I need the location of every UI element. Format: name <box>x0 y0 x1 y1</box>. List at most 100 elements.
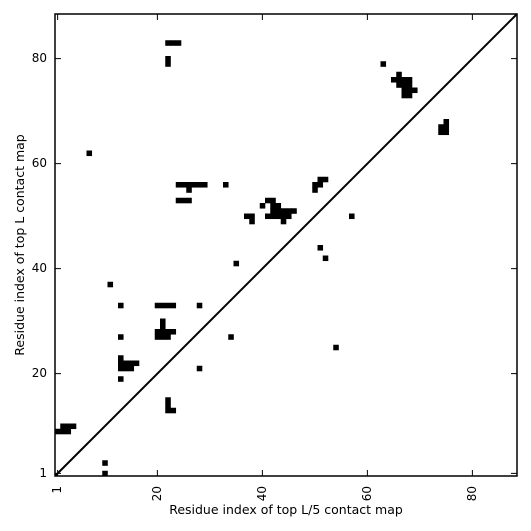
contact-cell <box>280 213 287 220</box>
contact-cell <box>280 208 287 214</box>
x-tick-label: 80 <box>465 486 479 501</box>
contact-cell <box>186 187 192 193</box>
y-tick-label: 1 <box>39 466 47 480</box>
contact-cell <box>322 255 329 262</box>
contact-cell <box>406 77 413 83</box>
contact-cell <box>406 82 413 88</box>
contact-cell <box>160 323 166 330</box>
contact-cell <box>317 182 324 188</box>
contact-cell <box>317 245 324 251</box>
contact-cell <box>312 187 318 193</box>
contact-cell <box>249 218 255 225</box>
contact-cell <box>165 334 171 340</box>
plot-frame <box>54 13 518 477</box>
contact-cell <box>133 360 140 367</box>
contact-cell <box>249 213 255 220</box>
contact-cell <box>443 129 450 136</box>
contact-cell <box>322 176 329 183</box>
x-tick-label: 60 <box>360 486 374 501</box>
contact-cell <box>275 208 282 214</box>
contact-cell <box>443 119 450 125</box>
y-tick-label: 80 <box>32 51 47 65</box>
contact-cell <box>160 329 166 335</box>
contact-cell <box>86 150 93 157</box>
contact-cell <box>186 182 192 188</box>
y-tick-label: 60 <box>32 156 47 170</box>
contact-cell <box>401 87 408 94</box>
contact-cell <box>223 182 229 188</box>
contact-cell <box>280 218 287 225</box>
contact-cell <box>154 334 161 340</box>
contact-cell <box>228 334 234 340</box>
contact-cell <box>170 40 177 46</box>
contact-cell <box>196 365 203 372</box>
contact-cell <box>396 77 402 83</box>
contact-cell <box>118 376 124 382</box>
contact-cell <box>181 182 187 188</box>
contact-cells <box>55 40 450 477</box>
contact-cell <box>65 428 72 435</box>
contact-cell <box>286 213 292 220</box>
contact-cell <box>118 365 124 372</box>
contact-cell <box>123 365 129 372</box>
contact-cell <box>118 355 124 361</box>
contact-cell <box>438 124 444 130</box>
contact-cell <box>443 124 450 130</box>
contact-cell <box>270 203 276 209</box>
contact-cell <box>107 281 114 288</box>
contact-cell <box>401 82 408 88</box>
contact-cell <box>275 213 282 220</box>
contact-cell <box>181 197 187 204</box>
contact-cell <box>160 318 166 325</box>
y-axis-title: Residue index of top L contact map <box>12 134 27 355</box>
contact-cell <box>160 302 166 309</box>
contact-cell <box>401 77 408 83</box>
contact-cell <box>170 329 177 335</box>
contact-cell <box>165 397 171 403</box>
contact-cell <box>406 87 413 94</box>
contact-cell <box>60 428 66 435</box>
contact-cell <box>286 208 292 214</box>
contact-cell <box>196 302 203 309</box>
contact-cell <box>165 61 171 67</box>
x-tick-label: 1 <box>50 486 64 494</box>
x-axis-title: Residue index of top L/5 contact map <box>169 502 403 517</box>
contact-cell <box>165 329 171 335</box>
contact-cell <box>165 407 171 414</box>
contact-cell <box>270 213 276 220</box>
x-tick-label: 20 <box>150 486 164 501</box>
contact-cell <box>154 302 161 309</box>
contact-cell <box>175 40 182 46</box>
contact-cell <box>170 407 177 414</box>
contact-cell <box>202 182 208 188</box>
contact-cell <box>165 302 171 309</box>
contact-cell <box>175 197 182 204</box>
contact-cell <box>191 182 198 188</box>
contact-cell <box>233 260 240 267</box>
contact-cell <box>55 428 61 435</box>
contact-cell <box>270 208 276 214</box>
contact-cell <box>265 197 271 204</box>
contact-cell <box>401 92 408 99</box>
y-tick-label: 20 <box>32 366 47 380</box>
contact-cell <box>406 92 413 99</box>
contact-cell <box>154 329 161 335</box>
contact-cell <box>412 87 418 94</box>
contact-cell <box>123 360 129 367</box>
contact-cell <box>170 302 177 309</box>
contact-cell <box>102 470 108 477</box>
contact-cell <box>186 197 192 204</box>
contact-cell <box>312 182 318 188</box>
contact-cell <box>196 182 203 188</box>
contact-cell <box>291 208 297 214</box>
contact-cell <box>270 197 276 204</box>
axis-ticks: 1 20 40 60 80 1 20 40 60 80 <box>32 14 517 501</box>
contact-cell <box>396 71 402 78</box>
contact-cell <box>265 213 271 220</box>
contact-cell <box>102 460 108 466</box>
contact-cell <box>317 176 324 183</box>
contact-cell <box>118 334 124 340</box>
contact-cell <box>391 77 397 83</box>
